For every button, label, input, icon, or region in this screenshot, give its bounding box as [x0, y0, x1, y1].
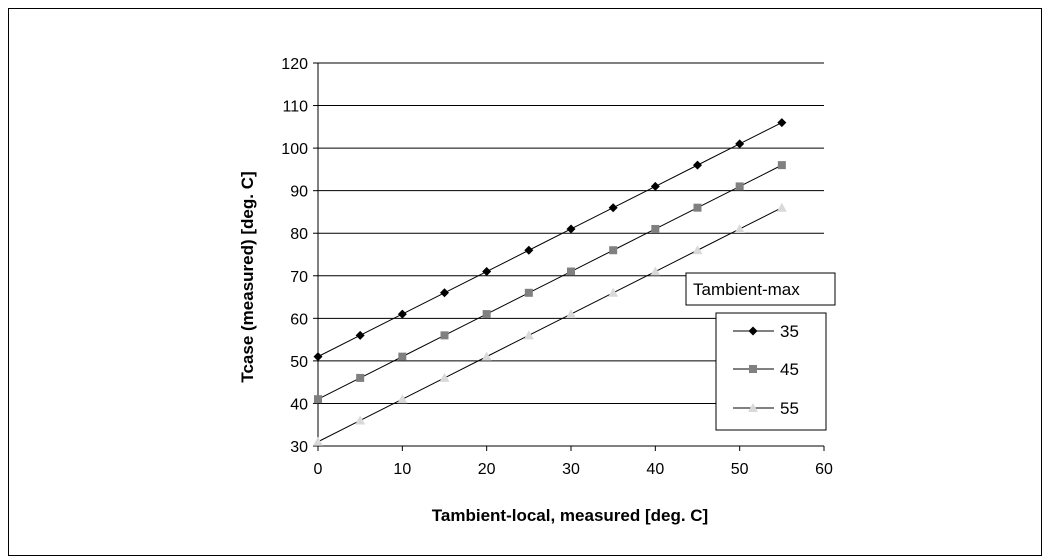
x-tick-label: 30	[562, 461, 580, 478]
chart-frame	[8, 8, 1042, 556]
data-point-55	[523, 330, 534, 340]
data-point-35	[440, 288, 449, 298]
series-line-35	[317, 122, 783, 358]
series-lines	[317, 122, 783, 443]
y-tick-label: 60	[290, 311, 308, 328]
y-tick-label: 120	[281, 56, 308, 73]
series-line-45	[317, 164, 783, 400]
data-point-45	[482, 310, 491, 319]
data-point-55	[650, 266, 661, 276]
y-tick-label: 30	[290, 439, 308, 456]
data-point-35	[524, 245, 534, 255]
legend-box	[715, 312, 827, 431]
x-tick-label: 50	[731, 461, 749, 478]
data-point-35	[482, 267, 492, 277]
data-point-45	[735, 182, 744, 191]
legend-label-55: 55	[780, 399, 799, 418]
data-point-55	[355, 415, 366, 425]
tick-labels: 30 40 50 60 70 80 90 100 110 120 0 10 20 30 40 50 60	[281, 56, 833, 478]
y-tick-label: 110	[282, 99, 308, 116]
y-axis-title: Tcase (measured) [deg. C]	[238, 171, 257, 382]
data-point-35	[355, 330, 365, 340]
x-tick-label: 20	[478, 461, 496, 478]
data-point-35	[735, 139, 745, 149]
legend-marker-35	[748, 326, 758, 336]
y-tick-label: 40	[290, 396, 308, 413]
legend-title: Tambient-max	[693, 280, 800, 299]
x-tick-label: 0	[314, 461, 323, 478]
x-axis-title: Tambient-local, measured [deg. C]	[432, 506, 708, 525]
data-point-55	[397, 394, 408, 404]
x-tick-label: 10	[393, 461, 411, 478]
axes	[313, 62, 825, 451]
data-point-45	[777, 161, 786, 170]
legend-title-box	[685, 272, 836, 306]
series-markers	[313, 118, 787, 446]
data-point-35	[313, 352, 323, 362]
data-point-35	[397, 309, 407, 319]
data-point-45	[567, 267, 575, 276]
legend: Tambient-max 35 45 55	[685, 272, 836, 431]
y-tick-label: 70	[290, 269, 308, 286]
data-point-45	[314, 395, 322, 404]
legend-label-35: 35	[780, 322, 799, 341]
y-tick-label: 90	[290, 184, 308, 201]
data-point-55	[608, 287, 619, 297]
data-point-55	[313, 436, 323, 446]
data-point-55	[566, 309, 576, 319]
data-point-45	[524, 288, 533, 297]
data-point-35	[650, 181, 660, 191]
legend-marker-55	[748, 403, 758, 412]
data-point-35	[777, 118, 787, 128]
data-point-35	[608, 203, 618, 213]
data-point-35	[693, 160, 702, 170]
data-point-45	[398, 352, 407, 361]
data-point-45	[651, 224, 660, 233]
data-point-45	[356, 373, 365, 382]
series-line-55	[317, 207, 783, 443]
y-tick-label: 100	[281, 141, 308, 158]
data-point-55	[692, 245, 703, 255]
data-point-45	[693, 203, 702, 212]
y-tick-label: 50	[290, 354, 308, 371]
data-point-55	[481, 351, 492, 361]
x-tick-label: 40	[646, 461, 664, 478]
data-point-35	[566, 224, 576, 234]
legend-marker-45	[749, 365, 757, 373]
data-point-55	[776, 202, 787, 212]
legend-label-45: 45	[780, 360, 799, 379]
data-point-55	[734, 223, 745, 233]
y-tick-label: 80	[290, 226, 308, 243]
data-point-45	[609, 246, 618, 255]
data-point-45	[440, 331, 449, 340]
x-tick-label: 60	[815, 461, 833, 478]
data-point-55	[439, 372, 450, 382]
